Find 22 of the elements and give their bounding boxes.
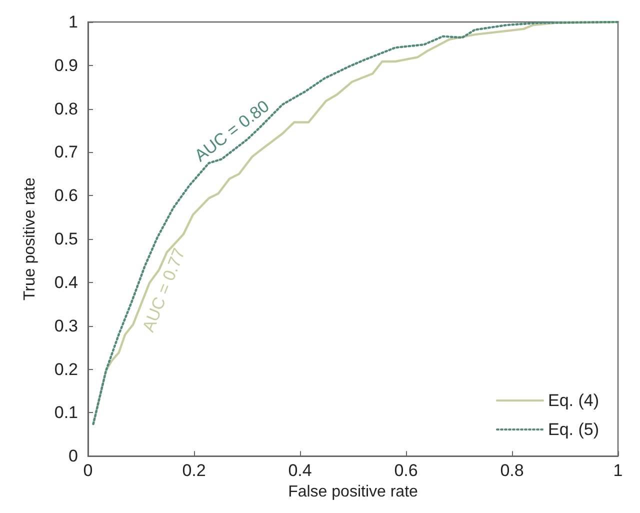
y-tick-label: 0.7 <box>54 142 78 162</box>
x-tick-label: 0.6 <box>394 461 418 480</box>
y-tick-label: 0 <box>68 446 78 466</box>
y-tick-label: 1 <box>68 12 78 32</box>
x-tick-label: 0 <box>83 461 93 480</box>
y-axis-title: True positive rate <box>22 177 38 301</box>
x-axis-title: False positive rate <box>288 484 418 500</box>
x-tick-label: 1 <box>613 461 623 480</box>
y-tick-label: 0.1 <box>54 403 78 422</box>
y-tick-label: 0.4 <box>54 272 78 292</box>
x-tick-label: 0.8 <box>500 461 524 480</box>
x-tick-label: 0.4 <box>288 461 312 480</box>
y-tick-label: 0.2 <box>54 360 78 379</box>
legend-label: Eq. (4) <box>548 391 600 410</box>
annotation: AUC = 0.77 <box>138 246 189 335</box>
y-tick-label: 0.3 <box>54 316 78 336</box>
y-tick-label: 0.9 <box>54 56 78 75</box>
x-tick-label: 0.2 <box>182 461 206 480</box>
y-tick-label: 0.8 <box>54 99 78 118</box>
legend-label: Eq. (5) <box>548 420 600 439</box>
y-tick-label: 0.6 <box>54 186 78 206</box>
y-tick-label: 0.5 <box>54 230 78 249</box>
